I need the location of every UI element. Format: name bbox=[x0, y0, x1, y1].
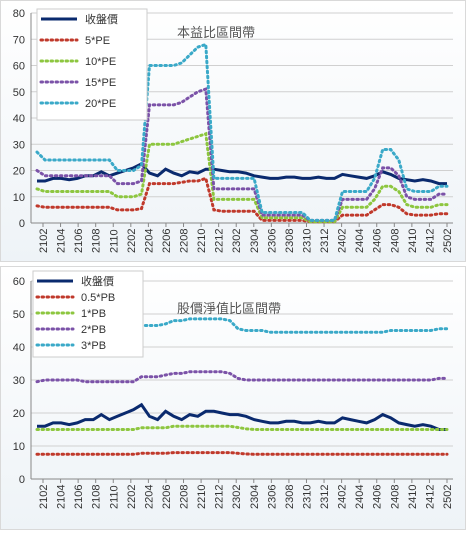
x-tick-label: 2104 bbox=[56, 229, 68, 253]
x-tick-label: 2212 bbox=[214, 229, 226, 253]
y-tick-label: 50 bbox=[13, 87, 25, 99]
x-tick-label: 2210 bbox=[196, 229, 208, 253]
legend-label: 15*PE bbox=[85, 77, 116, 89]
legend-label: 2*PB bbox=[81, 324, 106, 336]
x-tick-label: 2102 bbox=[38, 485, 50, 509]
legend-label: 5*PE bbox=[85, 35, 110, 47]
x-axis: 2102 2104 2106 2108 2110 2202 2204 2206 2208 2210… bbox=[38, 223, 454, 253]
x-tick-label: 2106 bbox=[73, 485, 85, 509]
y-tick-label: 0 bbox=[19, 218, 25, 230]
x-tick-label: 2502 bbox=[442, 485, 454, 509]
x-tick-label: 2106 bbox=[73, 229, 85, 253]
x-tick-label: 2110 bbox=[108, 229, 120, 253]
legend-label: 3*PB bbox=[81, 340, 106, 352]
y-tick-label: 80 bbox=[13, 8, 25, 20]
x-tick-label: 2108 bbox=[91, 229, 103, 253]
x-axis: 2102 2104 2106 2108 2110 2202 2204 2206 2208 2210… bbox=[38, 479, 454, 509]
x-tick-label: 2208 bbox=[179, 229, 191, 253]
y-tick-label: 30 bbox=[13, 375, 25, 387]
x-tick-label: 2102 bbox=[38, 229, 50, 253]
x-tick-label: 2308 bbox=[284, 229, 296, 253]
y-tick-label: 40 bbox=[13, 342, 25, 354]
y-tick-label: 30 bbox=[13, 139, 25, 151]
x-tick-label: 2306 bbox=[266, 229, 278, 253]
x-tick-label: 2404 bbox=[354, 485, 366, 509]
series-line-1 bbox=[35, 176, 449, 224]
x-tick-label: 2204 bbox=[143, 229, 155, 253]
x-tick-label: 2408 bbox=[389, 229, 401, 253]
legend-label: 0.5*PB bbox=[81, 292, 115, 304]
x-tick-label: 2402 bbox=[337, 229, 349, 253]
series-line-1 bbox=[35, 451, 449, 456]
x-tick-label: 2310 bbox=[301, 485, 313, 509]
x-tick-label: 2502 bbox=[442, 229, 454, 253]
legend-label: 1*PB bbox=[81, 308, 106, 320]
x-tick-label: 2110 bbox=[108, 485, 120, 509]
pe-band-chart: 0 10 20 30 40 50 60 70 80 2102 2104 2106 2108 2110 220… bbox=[13, 8, 454, 253]
pb-band-chart: 0 10 20 30 40 50 60 2102 2104 2106 2108 2110 2202 220… bbox=[13, 270, 454, 509]
legend-box bbox=[36, 8, 148, 121]
x-tick-label: 2108 bbox=[91, 485, 103, 509]
x-tick-label: 2204 bbox=[143, 485, 155, 509]
y-tick-label: 20 bbox=[13, 166, 25, 178]
y-tick-label: 70 bbox=[13, 34, 25, 46]
chart-title: 股價淨值比區間帶 bbox=[177, 301, 281, 316]
x-tick-label: 2406 bbox=[372, 229, 384, 253]
x-tick-label: 2412 bbox=[424, 485, 436, 509]
legend-label: 收盤價 bbox=[81, 274, 114, 288]
x-tick-label: 2302 bbox=[231, 229, 243, 253]
pb-band-chart-panel: 0 10 20 30 40 50 60 2102 2104 2106 2108 2110 2202 220… bbox=[0, 266, 466, 530]
series-line-2 bbox=[35, 424, 449, 431]
x-tick-label: 2206 bbox=[161, 229, 173, 253]
series-line-4 bbox=[35, 317, 449, 334]
legend-label: 20*PE bbox=[85, 98, 116, 110]
x-tick-label: 2410 bbox=[407, 229, 419, 253]
x-tick-label: 2202 bbox=[126, 485, 138, 509]
series-line-2 bbox=[35, 131, 449, 224]
x-tick-label: 2306 bbox=[266, 485, 278, 509]
x-tick-label: 2402 bbox=[337, 485, 349, 509]
x-tick-label: 2410 bbox=[407, 485, 419, 509]
x-tick-label: 2310 bbox=[301, 229, 313, 253]
x-tick-label: 2206 bbox=[161, 485, 173, 509]
chart-title: 本益比區間帶 bbox=[177, 25, 255, 40]
series-line-3 bbox=[35, 370, 449, 384]
x-tick-label: 2304 bbox=[249, 229, 261, 253]
series-line-0 bbox=[37, 402, 447, 431]
legend-label: 10*PE bbox=[85, 56, 116, 68]
legend: 收盤價 0.5*PB 1*PB 2*PB 3*PB bbox=[32, 270, 144, 358]
series-line-0 bbox=[37, 162, 447, 186]
x-tick-label: 2312 bbox=[319, 229, 331, 253]
y-tick-label: 40 bbox=[13, 113, 25, 125]
legend-label: 收盤價 bbox=[85, 12, 118, 26]
legend: 收盤價 5*PE 10*PE 15*PE 20*PE bbox=[36, 8, 148, 121]
x-tick-label: 2208 bbox=[179, 485, 191, 509]
x-tick-label: 2104 bbox=[56, 485, 68, 509]
x-tick-label: 2312 bbox=[319, 485, 331, 509]
x-tick-label: 2210 bbox=[196, 485, 208, 509]
x-tick-label: 2408 bbox=[389, 485, 401, 509]
x-tick-label: 2308 bbox=[284, 485, 296, 509]
x-tick-label: 2404 bbox=[354, 229, 366, 253]
x-tick-label: 2412 bbox=[424, 229, 436, 253]
series-line-4 bbox=[35, 42, 449, 222]
x-tick-label: 2302 bbox=[231, 485, 243, 509]
y-tick-label: 60 bbox=[13, 276, 25, 288]
y-tick-label: 50 bbox=[13, 309, 25, 321]
y-tick-label: 60 bbox=[13, 61, 25, 73]
series-line-3 bbox=[35, 87, 449, 222]
x-tick-label: 2212 bbox=[214, 485, 226, 509]
x-tick-label: 2406 bbox=[372, 485, 384, 509]
x-tick-label: 2304 bbox=[249, 485, 261, 509]
y-tick-label: 20 bbox=[13, 408, 25, 420]
x-tick-label: 2202 bbox=[126, 229, 138, 253]
pe-band-chart-panel: 0 10 20 30 40 50 60 70 80 2102 2104 2106 2108 2110 220… bbox=[0, 0, 466, 262]
y-tick-label: 10 bbox=[13, 192, 25, 204]
y-tick-label: 10 bbox=[13, 441, 25, 453]
y-tick-label: 0 bbox=[19, 474, 25, 486]
